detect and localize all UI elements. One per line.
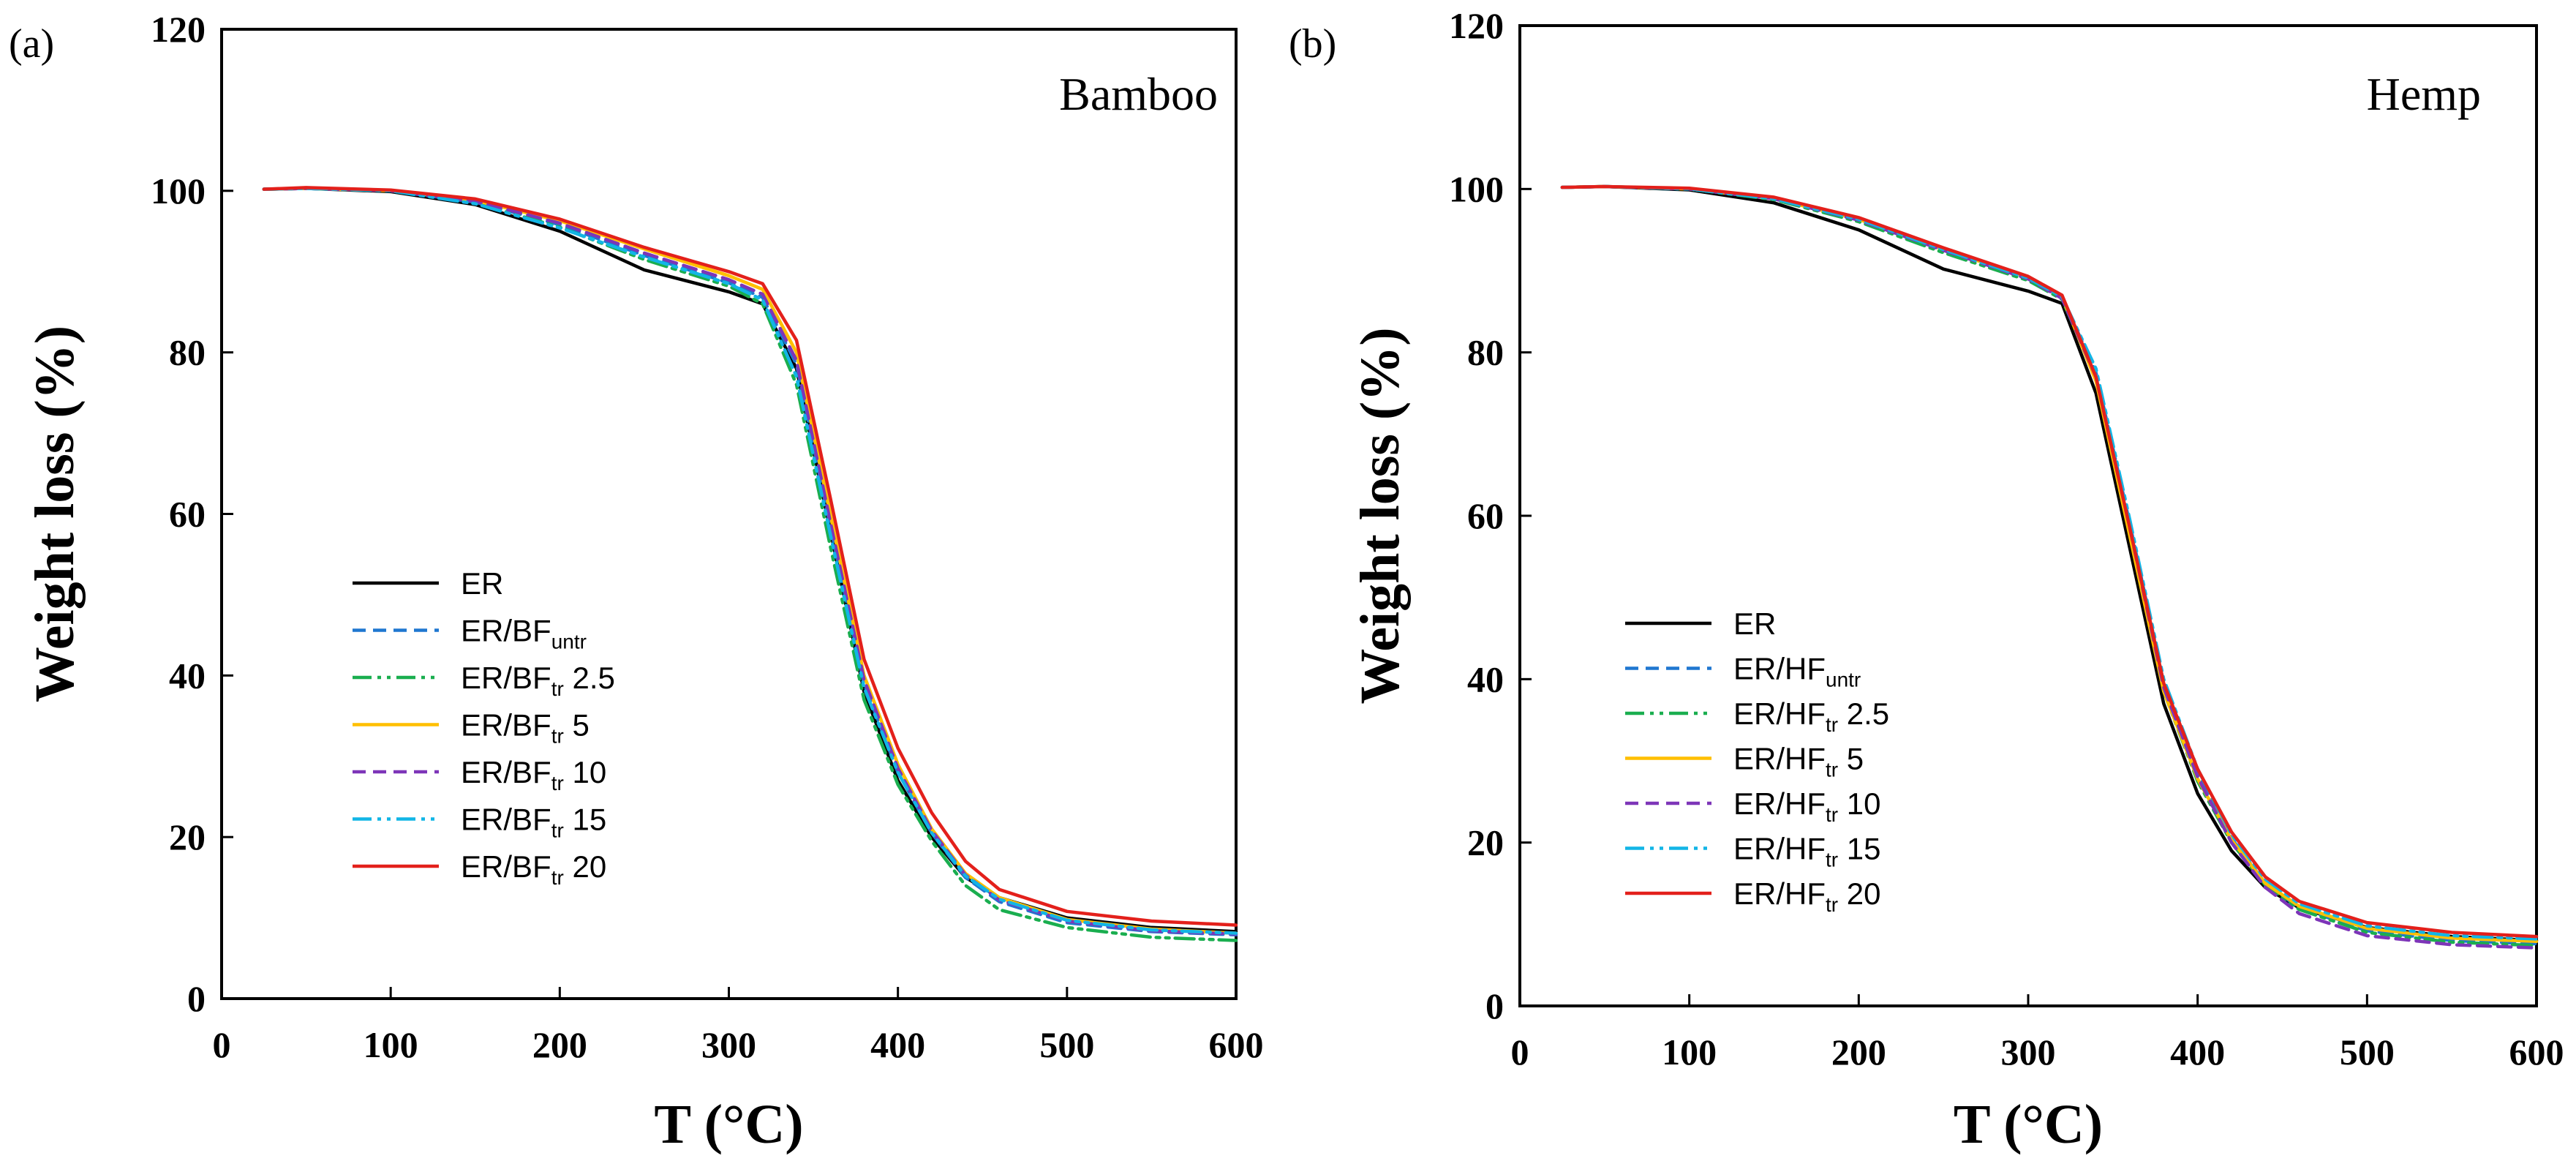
legend-suffix: 2.5 — [564, 661, 615, 695]
panel-b: 0 100 200 300 400 500 600 0 20 40 60 80 100 120 T (°C)… — [1289, 5, 2564, 1155]
legend-entry: ER/BFtr 20 — [461, 849, 606, 889]
legend-entry: ER/HFuntr — [1733, 652, 1861, 691]
legend-subscript: tr — [1826, 759, 1838, 781]
legend-suffix: 2.5 — [1838, 696, 1889, 731]
legend-entry: ER/HFtr 20 — [1733, 876, 1881, 916]
legend-entry: ER/BFtr 15 — [461, 803, 606, 842]
y-tick-label: 40 — [1467, 658, 1504, 699]
legend-entry: ER/BFtr 2.5 — [461, 661, 615, 700]
legend-main: ER/BF — [461, 614, 551, 648]
series-line — [1560, 184, 2539, 941]
y-tick-label: 100 — [151, 170, 206, 211]
x-tick-label: 400 — [2170, 1032, 2225, 1073]
x-tick-label: 500 — [1039, 1024, 1094, 1065]
x-tick-label: 100 — [1662, 1032, 1717, 1073]
legend-subscript: tr — [1826, 803, 1838, 826]
corner-label: Bamboo — [1059, 68, 1218, 120]
legend-suffix: 5 — [564, 708, 590, 743]
legend-main: ER/BF — [461, 708, 551, 743]
y-tick-label: 120 — [1449, 5, 1504, 46]
y-tick-label: 20 — [1467, 822, 1504, 863]
legend-main: ER/HF — [1733, 786, 1826, 821]
plot-frame — [220, 28, 1238, 1000]
legend-subscript: tr — [1826, 893, 1838, 916]
legend-suffix: 15 — [564, 803, 606, 837]
x-tick-label: 500 — [2340, 1032, 2395, 1073]
legend-entry: ER/HFtr 5 — [1733, 742, 1864, 781]
y-tick-label: 40 — [169, 655, 206, 696]
x-tick-label: 100 — [364, 1024, 418, 1065]
x-tick-label: 200 — [532, 1024, 587, 1065]
legend-suffix: 20 — [564, 849, 606, 884]
legend-main: ER/HF — [1733, 832, 1826, 866]
panel-label: (a) — [9, 21, 54, 67]
legend-entry: ER/HFtr 15 — [1733, 832, 1881, 871]
legend-entry: ER/BFtr 10 — [461, 755, 606, 795]
x-axis-title: T (°C) — [654, 1094, 803, 1155]
y-tick-label: 20 — [169, 816, 206, 857]
legend-entry: ER — [1733, 606, 1776, 641]
legend-subscript: untr — [551, 631, 587, 653]
y-tick-label: 0 — [187, 978, 206, 1019]
x-tick-label: 600 — [1209, 1024, 1264, 1065]
series-line — [1560, 184, 2539, 939]
y-tick-label: 100 — [1449, 168, 1504, 209]
legend-main: ER/HF — [1733, 876, 1826, 911]
y-axis-title: Weight loss (%) — [1349, 327, 1411, 704]
legend-main: ER/HF — [1733, 742, 1826, 776]
legend-subscript: untr — [1826, 669, 1861, 691]
y-tick-label: 80 — [1467, 332, 1504, 373]
legend-entry: ER/BFuntr — [461, 614, 587, 653]
x-axis-title: T (°C) — [1954, 1094, 2103, 1155]
corner-label: Hemp — [2367, 68, 2481, 120]
legend-subscript: tr — [551, 725, 564, 748]
series-line — [262, 187, 1238, 935]
y-tick-label: 60 — [169, 494, 206, 535]
legend-suffix: 15 — [1838, 832, 1880, 866]
legend-suffix: 10 — [564, 755, 606, 789]
legend-main: ER/BF — [461, 803, 551, 837]
legend-entry: ER/HFtr 10 — [1733, 786, 1881, 826]
series-line — [262, 186, 1238, 927]
legend-main: ER — [461, 566, 503, 601]
x-tick-label: 400 — [870, 1024, 925, 1065]
x-tick-label: 200 — [1831, 1032, 1886, 1073]
y-axis-title: Weight loss (%) — [24, 326, 86, 702]
legend-subscript: tr — [1826, 713, 1838, 736]
legend-subscript: tr — [551, 772, 564, 795]
x-tick-label: 600 — [2509, 1032, 2564, 1073]
legend-main: ER — [1733, 606, 1776, 641]
legend-suffix: 10 — [1838, 786, 1880, 821]
y-tick-label: 60 — [1467, 495, 1504, 536]
legend-entry: ER/BFtr 5 — [461, 708, 590, 748]
legend-suffix: 20 — [1838, 876, 1880, 911]
series-line — [1560, 184, 2539, 950]
legend-main: ER/HF — [1733, 652, 1826, 686]
legend-entry: ER — [461, 566, 503, 601]
series-line — [1560, 184, 2539, 942]
series-line — [262, 187, 1238, 942]
x-tick-label: 300 — [701, 1024, 756, 1065]
x-tick-label: 0 — [213, 1024, 231, 1065]
x-tick-label: 300 — [2001, 1032, 2056, 1073]
legend-subscript: tr — [551, 819, 564, 842]
legend-main: ER/HF — [1733, 696, 1826, 731]
legend-main: ER/BF — [461, 849, 551, 884]
legend-main: ER/BF — [461, 755, 551, 789]
panel-a: 0 100 200 300 400 500 600 0 20 40 60 80 100 120 T (°C)… — [9, 9, 1264, 1155]
legend-subscript: tr — [551, 677, 564, 700]
legend-subscript: tr — [1826, 849, 1838, 871]
panel-label: (b) — [1289, 21, 1336, 67]
y-tick-label: 80 — [169, 332, 206, 373]
plot-frame — [1518, 24, 2538, 1007]
x-tick-label: 0 — [1511, 1032, 1529, 1073]
legend-suffix: 5 — [1838, 742, 1864, 776]
legend-entry: ER/HFtr 2.5 — [1733, 696, 1889, 736]
y-tick-label: 120 — [151, 9, 206, 50]
legend-main: ER/BF — [461, 661, 551, 695]
y-tick-label: 0 — [1485, 985, 1504, 1026]
legend-subscript: tr — [551, 866, 564, 889]
